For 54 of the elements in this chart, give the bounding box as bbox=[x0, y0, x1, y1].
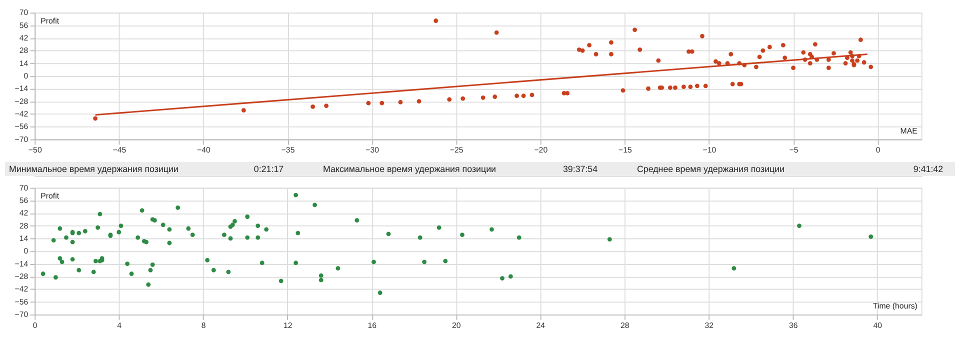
text: 0:21:17 bbox=[254, 164, 284, 174]
x-tick-label: 4 bbox=[117, 320, 122, 330]
y-tick-label: 70 bbox=[19, 183, 29, 192]
x-tick-label: 0 bbox=[32, 320, 38, 330]
x-tick-label: −25 bbox=[450, 146, 464, 155]
y-tick-label: −42 bbox=[14, 109, 28, 118]
x-tick-label: 28 bbox=[620, 320, 630, 330]
y-tick-label: −56 bbox=[14, 297, 29, 306]
y-tick-label: 70 bbox=[19, 8, 29, 18]
y-tick-label: 0 bbox=[24, 246, 29, 256]
y-tick-label: −42 bbox=[14, 284, 28, 294]
x-tick-label: 24 bbox=[536, 320, 546, 330]
y-tick-label: −14 bbox=[14, 259, 29, 268]
x-tick-label: −40 bbox=[197, 146, 212, 155]
y-tick-label: −56 bbox=[14, 122, 29, 132]
y-tick-label: −28 bbox=[14, 272, 29, 281]
x-tick-label: 8 bbox=[201, 320, 206, 330]
x-tick-label: −50 bbox=[28, 146, 42, 155]
x-tick-label: −35 bbox=[281, 146, 296, 155]
x-tick-label: −10 bbox=[702, 146, 717, 155]
x-tick-label: −5 bbox=[789, 146, 799, 155]
y-axis-title: Profit bbox=[40, 192, 60, 201]
x-axis-title: MAE bbox=[900, 126, 918, 136]
x-tick-label: 16 bbox=[368, 320, 378, 330]
y-tick-label: −28 bbox=[14, 96, 29, 106]
y-tick-label: 14 bbox=[19, 234, 29, 243]
y-tick-label: −70 bbox=[14, 310, 29, 319]
y-axis-title: Profit bbox=[40, 16, 60, 26]
text: Максимальное время удержания позиции bbox=[323, 164, 496, 174]
y-tick-label: 42 bbox=[19, 208, 28, 218]
y-tick-label: −70 bbox=[14, 134, 29, 144]
x-tick-label: −30 bbox=[366, 146, 380, 155]
text: Минимальное время удержания позиции bbox=[9, 164, 178, 174]
x-axis-title: Time (hours) bbox=[872, 302, 918, 311]
y-tick-label: 56 bbox=[19, 196, 29, 205]
x-tick-label: −45 bbox=[112, 146, 127, 155]
x-tick-label: 0 bbox=[876, 146, 881, 155]
x-tick-label: 32 bbox=[704, 320, 714, 330]
y-tick-label: 0 bbox=[24, 71, 29, 80]
text: Среднее время удержания позиции bbox=[636, 164, 785, 174]
y-tick-label: 42 bbox=[19, 33, 28, 42]
x-tick-label: 40 bbox=[873, 320, 883, 330]
x-tick-label: 12 bbox=[283, 320, 292, 330]
x-tick-label: 20 bbox=[452, 320, 462, 330]
y-tick-label: −14 bbox=[14, 84, 29, 94]
text: 39:37:54 bbox=[562, 164, 598, 174]
x-tick-label: −20 bbox=[534, 146, 548, 155]
y-tick-label: 28 bbox=[19, 221, 29, 230]
y-tick-label: 28 bbox=[19, 46, 29, 56]
x-tick-label: −15 bbox=[618, 146, 632, 155]
text: 9:41:42 bbox=[913, 164, 944, 174]
y-tick-label: 14 bbox=[19, 58, 29, 68]
x-tick-label: 36 bbox=[789, 320, 798, 330]
y-tick-label: 56 bbox=[19, 20, 29, 30]
